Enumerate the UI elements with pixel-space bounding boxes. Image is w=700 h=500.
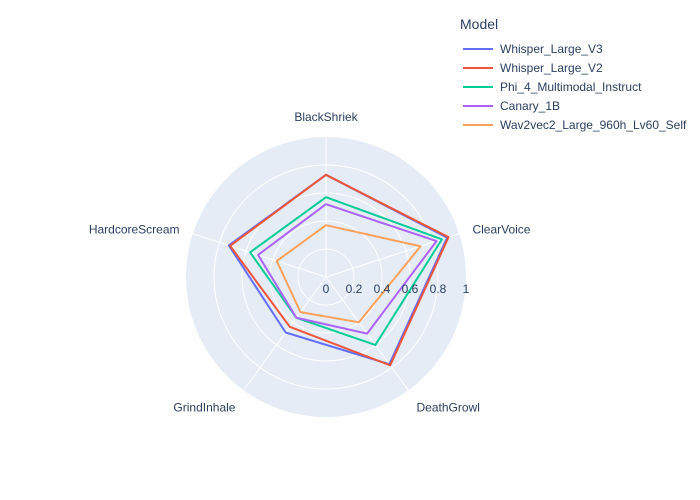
axis-label-deathgrowl: DeathGrowl (417, 401, 480, 415)
legend-label: Whisper_Large_V2 (500, 60, 603, 75)
legend-swatch (463, 104, 493, 107)
angular-grid-line (243, 276, 327, 391)
series-line-phi-4-multimodal-instruct (249, 196, 443, 346)
legend-item[interactable]: Canary_1B (460, 96, 695, 115)
radial-tick-label: 0.6 (402, 282, 419, 296)
legend-label: Wav2vec2_Large_960h_Lv60_Self (500, 117, 687, 132)
radial-tick-label: 0 (323, 282, 330, 296)
axis-label-grindinhale: GrindInhale (173, 401, 235, 415)
angular-axis-labels: BlackShriek ClearVoice DeathGrowl GrindInha… (89, 110, 531, 415)
legend-label: Whisper_Large_V3 (500, 41, 603, 56)
legend-item[interactable]: Wav2vec2_Large_960h_Lv60_Self (460, 115, 695, 134)
legend-item[interactable]: Whisper_Large_V3 (460, 39, 695, 58)
series-line-canary-1b (257, 203, 438, 335)
radial-tick-label: 1 (463, 282, 470, 296)
radial-tick-label: 0.4 (374, 282, 391, 296)
legend-label: Canary_1B (500, 98, 561, 113)
legend-item[interactable]: Whisper_Large_V2 (460, 58, 695, 77)
legend-title: Model (460, 16, 499, 32)
radial-tick-label: 0.2 (346, 282, 363, 296)
legend-label: Phi_4_Multimodal_Instruct (500, 79, 642, 94)
legend-swatch (463, 85, 493, 88)
legend-swatch (463, 66, 493, 69)
radial-tick-label: 0.8 (430, 282, 447, 296)
legend: Model Whisper_Large_V3 Whisper_Large_V2 Ph… (460, 15, 695, 134)
axis-label-clearvoice: ClearVoice (472, 222, 530, 236)
legend-item[interactable]: Phi_4_Multimodal_Instruct (460, 77, 695, 96)
series-layer (227, 173, 450, 367)
legend-swatch (463, 123, 493, 126)
legend-swatch (463, 47, 493, 50)
axis-label-hardcorescream: HardcoreScream (89, 222, 180, 236)
series-line-wav2vec2-large-960h-lv60-self (275, 224, 422, 324)
series-line-whisper-large-v2 (229, 173, 450, 367)
axis-label-blackshriek: BlackShriek (294, 110, 358, 124)
radial-tick-labels: 0 0.2 0.4 0.6 0.8 1 (323, 282, 470, 296)
